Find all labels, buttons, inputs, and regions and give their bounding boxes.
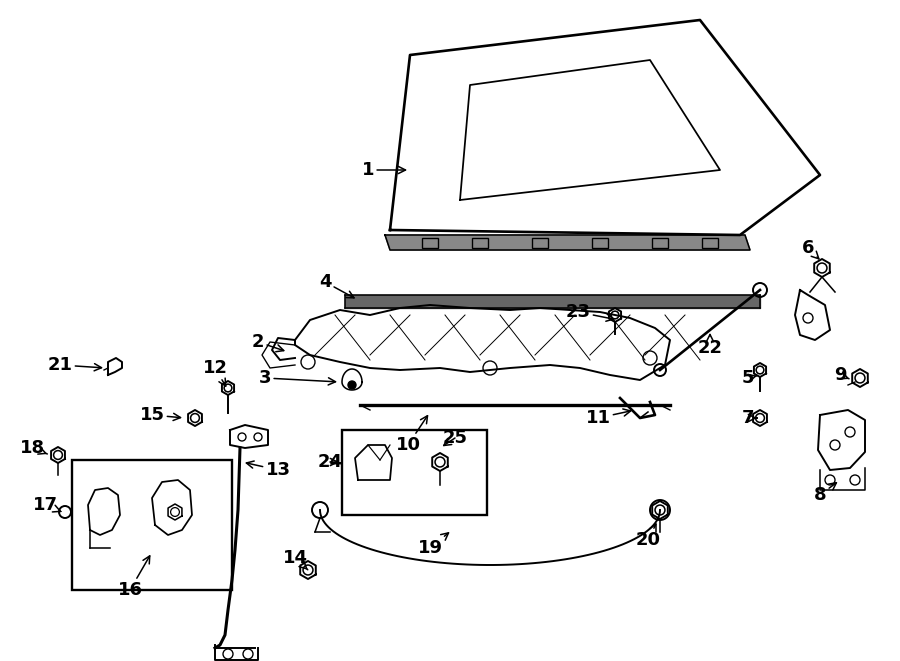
Text: 21: 21 — [48, 356, 102, 374]
Text: 13: 13 — [247, 461, 291, 479]
Text: 11: 11 — [586, 409, 631, 427]
Text: 1: 1 — [362, 161, 406, 179]
Bar — [72, 460, 232, 590]
Text: 20: 20 — [635, 524, 661, 549]
Bar — [422, 238, 438, 248]
Bar — [472, 238, 488, 248]
Text: 18: 18 — [20, 439, 48, 457]
Text: 24: 24 — [318, 453, 343, 471]
Text: 7: 7 — [742, 409, 757, 427]
Text: 15: 15 — [140, 406, 181, 424]
Text: 25: 25 — [443, 429, 467, 447]
Text: 4: 4 — [319, 273, 354, 298]
Text: 9: 9 — [833, 366, 849, 384]
Bar — [342, 430, 487, 515]
Text: 3: 3 — [259, 369, 336, 387]
Bar — [532, 238, 548, 248]
Bar — [592, 238, 608, 248]
Text: 14: 14 — [283, 549, 308, 570]
Text: 5: 5 — [742, 369, 757, 387]
Text: 2: 2 — [252, 333, 284, 352]
Text: 6: 6 — [802, 239, 819, 259]
Text: 12: 12 — [202, 359, 228, 386]
Text: 10: 10 — [395, 416, 428, 454]
Text: 22: 22 — [698, 334, 723, 357]
Text: 16: 16 — [118, 556, 149, 599]
Circle shape — [348, 381, 356, 389]
Text: 19: 19 — [418, 533, 448, 557]
Text: 17: 17 — [32, 496, 60, 514]
Text: 8: 8 — [814, 483, 836, 504]
Text: 23: 23 — [565, 303, 614, 321]
Polygon shape — [385, 235, 750, 250]
Bar — [652, 238, 668, 248]
Bar — [702, 238, 718, 248]
